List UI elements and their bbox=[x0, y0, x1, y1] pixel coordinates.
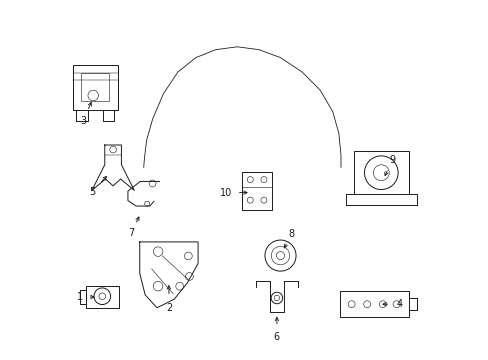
Text: 3: 3 bbox=[80, 116, 86, 126]
Bar bbox=[81, 73, 109, 101]
Text: 2: 2 bbox=[165, 303, 172, 313]
Text: 8: 8 bbox=[287, 229, 294, 239]
Text: 10: 10 bbox=[219, 188, 231, 198]
Bar bbox=[353, 151, 408, 194]
Text: 4: 4 bbox=[395, 299, 402, 309]
Bar bbox=[242, 172, 272, 210]
Text: 5: 5 bbox=[89, 186, 96, 197]
Bar bbox=[339, 291, 408, 317]
Text: 9: 9 bbox=[388, 155, 394, 165]
Bar bbox=[73, 64, 117, 109]
Text: 6: 6 bbox=[273, 332, 280, 342]
Bar bbox=[85, 286, 119, 308]
Text: 1: 1 bbox=[77, 292, 82, 302]
Text: 7: 7 bbox=[128, 228, 134, 238]
